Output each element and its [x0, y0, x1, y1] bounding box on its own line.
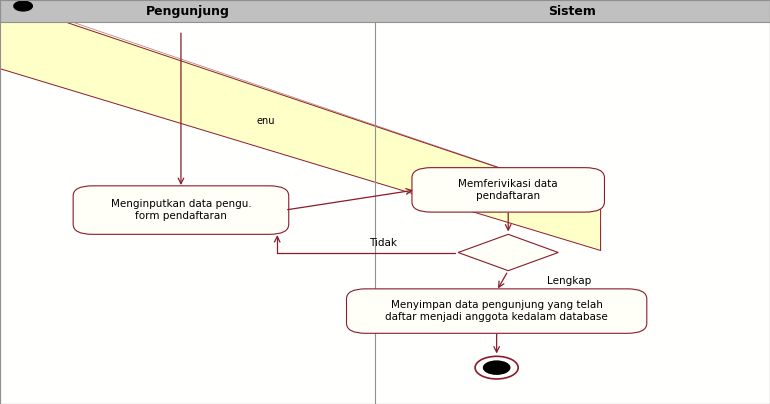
Polygon shape — [0, 0, 601, 226]
Circle shape — [14, 1, 32, 11]
Text: enu: enu — [256, 116, 275, 126]
FancyBboxPatch shape — [346, 289, 647, 333]
FancyBboxPatch shape — [412, 168, 604, 212]
Circle shape — [483, 360, 511, 375]
Text: Lengkap: Lengkap — [547, 276, 591, 286]
FancyBboxPatch shape — [0, 0, 770, 22]
Polygon shape — [0, 0, 601, 250]
Polygon shape — [458, 234, 558, 271]
FancyBboxPatch shape — [73, 186, 289, 234]
Text: Menyimpan data pengunjung yang telah
daftar menjadi anggota kedalam database: Menyimpan data pengunjung yang telah daf… — [385, 300, 608, 322]
Text: Tidak: Tidak — [369, 238, 397, 248]
Circle shape — [475, 356, 518, 379]
Polygon shape — [0, 0, 601, 250]
Text: Menginputkan data pengu.
form pendaftaran: Menginputkan data pengu. form pendaftara… — [111, 199, 251, 221]
Text: Pengunjung: Pengunjung — [146, 4, 229, 18]
Text: Sistem: Sistem — [548, 4, 597, 18]
Text: Memferivikasi data
pendaftaran: Memferivikasi data pendaftaran — [458, 179, 558, 201]
